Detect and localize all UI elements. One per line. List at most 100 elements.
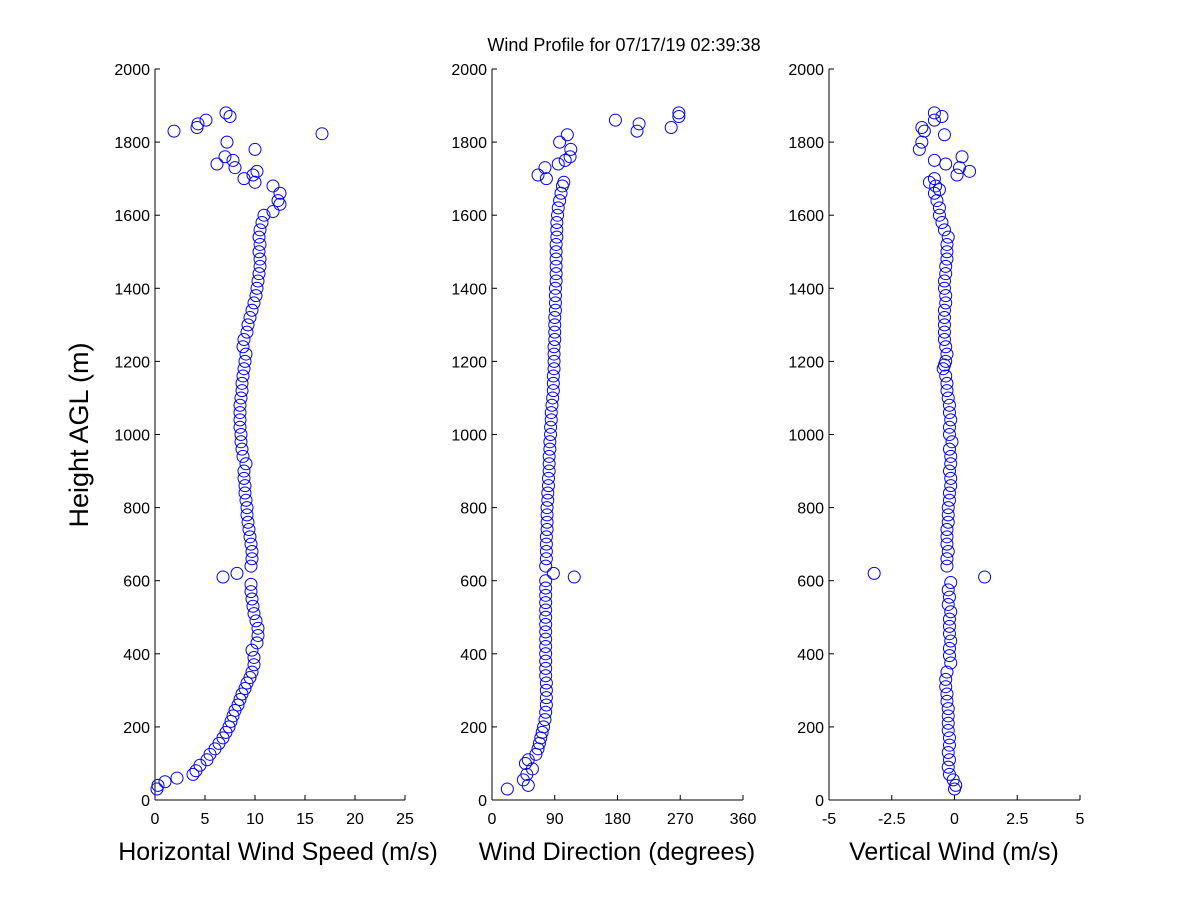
data-point: [944, 457, 958, 471]
data-point: [942, 428, 956, 441]
data-point: [273, 186, 287, 200]
data-point: [539, 639, 553, 653]
data-point: [941, 724, 955, 738]
data-point: [932, 201, 946, 215]
data-point: [539, 544, 553, 558]
data-point: [942, 619, 956, 633]
data-point: [912, 142, 926, 156]
data-point: [266, 205, 280, 219]
data-point: [950, 168, 964, 182]
data-point: [234, 391, 248, 405]
data-point: [548, 296, 562, 310]
data-point: [942, 731, 956, 745]
data-point: [942, 753, 956, 767]
data-point: [557, 175, 571, 189]
data-point: [940, 523, 954, 537]
data-point: [540, 523, 554, 537]
data-point: [542, 464, 556, 478]
data-point: [540, 501, 554, 515]
data-point: [252, 267, 266, 281]
data-point: [247, 650, 261, 664]
data-point: [936, 362, 950, 376]
x-tick-label: 0: [151, 811, 160, 828]
y-tick-label: 0: [815, 793, 824, 810]
data-point: [540, 515, 554, 529]
data-point: [243, 530, 257, 544]
data-point: [233, 413, 247, 427]
data-point: [186, 767, 200, 781]
data-point: [927, 153, 941, 167]
data-point: [245, 544, 259, 558]
data-point: [939, 672, 953, 686]
y-tick-label: 400: [797, 647, 824, 664]
data-point: [538, 713, 552, 727]
data-point: [239, 457, 253, 471]
data-point: [235, 442, 249, 456]
data-point: [632, 117, 646, 131]
data-point: [235, 376, 249, 390]
data-point: [531, 168, 545, 182]
data-point: [560, 128, 574, 142]
data-point: [244, 537, 258, 551]
data-point: [940, 376, 954, 390]
data-point: [549, 274, 563, 288]
data-point: [941, 583, 955, 597]
data-point: [253, 237, 267, 251]
data-point: [944, 634, 958, 648]
data-point: [941, 702, 955, 716]
data-point: [664, 120, 678, 134]
y-tick-label: 800: [460, 501, 487, 518]
data-point: [941, 230, 955, 244]
data-point: [158, 775, 172, 789]
data-point: [940, 384, 954, 398]
data-point: [942, 420, 956, 434]
x-tick-label: 5: [1076, 811, 1085, 828]
data-point: [252, 245, 266, 259]
data-point: [249, 289, 263, 303]
y-tick-label: 1200: [114, 354, 150, 371]
data-point: [216, 570, 230, 584]
data-point: [944, 605, 958, 619]
data-point: [238, 486, 252, 500]
data-point: [246, 599, 260, 613]
data-point: [551, 157, 565, 171]
data-point: [549, 259, 563, 273]
data-point: [941, 709, 955, 723]
data-point: [939, 157, 953, 171]
data-point: [553, 135, 567, 149]
data-point: [942, 738, 956, 752]
data-point: [940, 687, 954, 701]
data-point: [235, 384, 249, 398]
data-point: [539, 618, 553, 632]
data-point: [546, 566, 560, 580]
data-point: [941, 501, 955, 515]
data-point: [953, 161, 967, 175]
data-point: [252, 230, 266, 244]
data-point: [543, 435, 557, 449]
data-point: [545, 398, 559, 412]
data-point: [241, 515, 255, 529]
x-tick-label: 90: [546, 811, 564, 828]
data-point: [939, 340, 953, 354]
data-point: [929, 179, 943, 193]
y-tick-label: 1000: [788, 428, 824, 445]
x-tick-label: 25: [396, 811, 414, 828]
data-point: [233, 406, 247, 420]
x-tick-label: -5: [822, 811, 836, 828]
data-point: [935, 216, 949, 230]
data-point: [199, 113, 213, 127]
data-point: [255, 216, 269, 230]
data-point: [940, 559, 954, 573]
data-point: [244, 577, 258, 591]
data-point: [548, 311, 562, 325]
y-tick-label: 1000: [451, 428, 487, 445]
data-point: [245, 665, 259, 679]
data-point: [230, 566, 244, 580]
data-point: [266, 179, 280, 193]
data-point: [233, 398, 247, 412]
data-point: [539, 654, 553, 668]
data-point: [944, 576, 958, 590]
data-point: [541, 493, 555, 507]
data-point: [539, 669, 553, 683]
x-tick-label: -2.5: [878, 811, 906, 828]
